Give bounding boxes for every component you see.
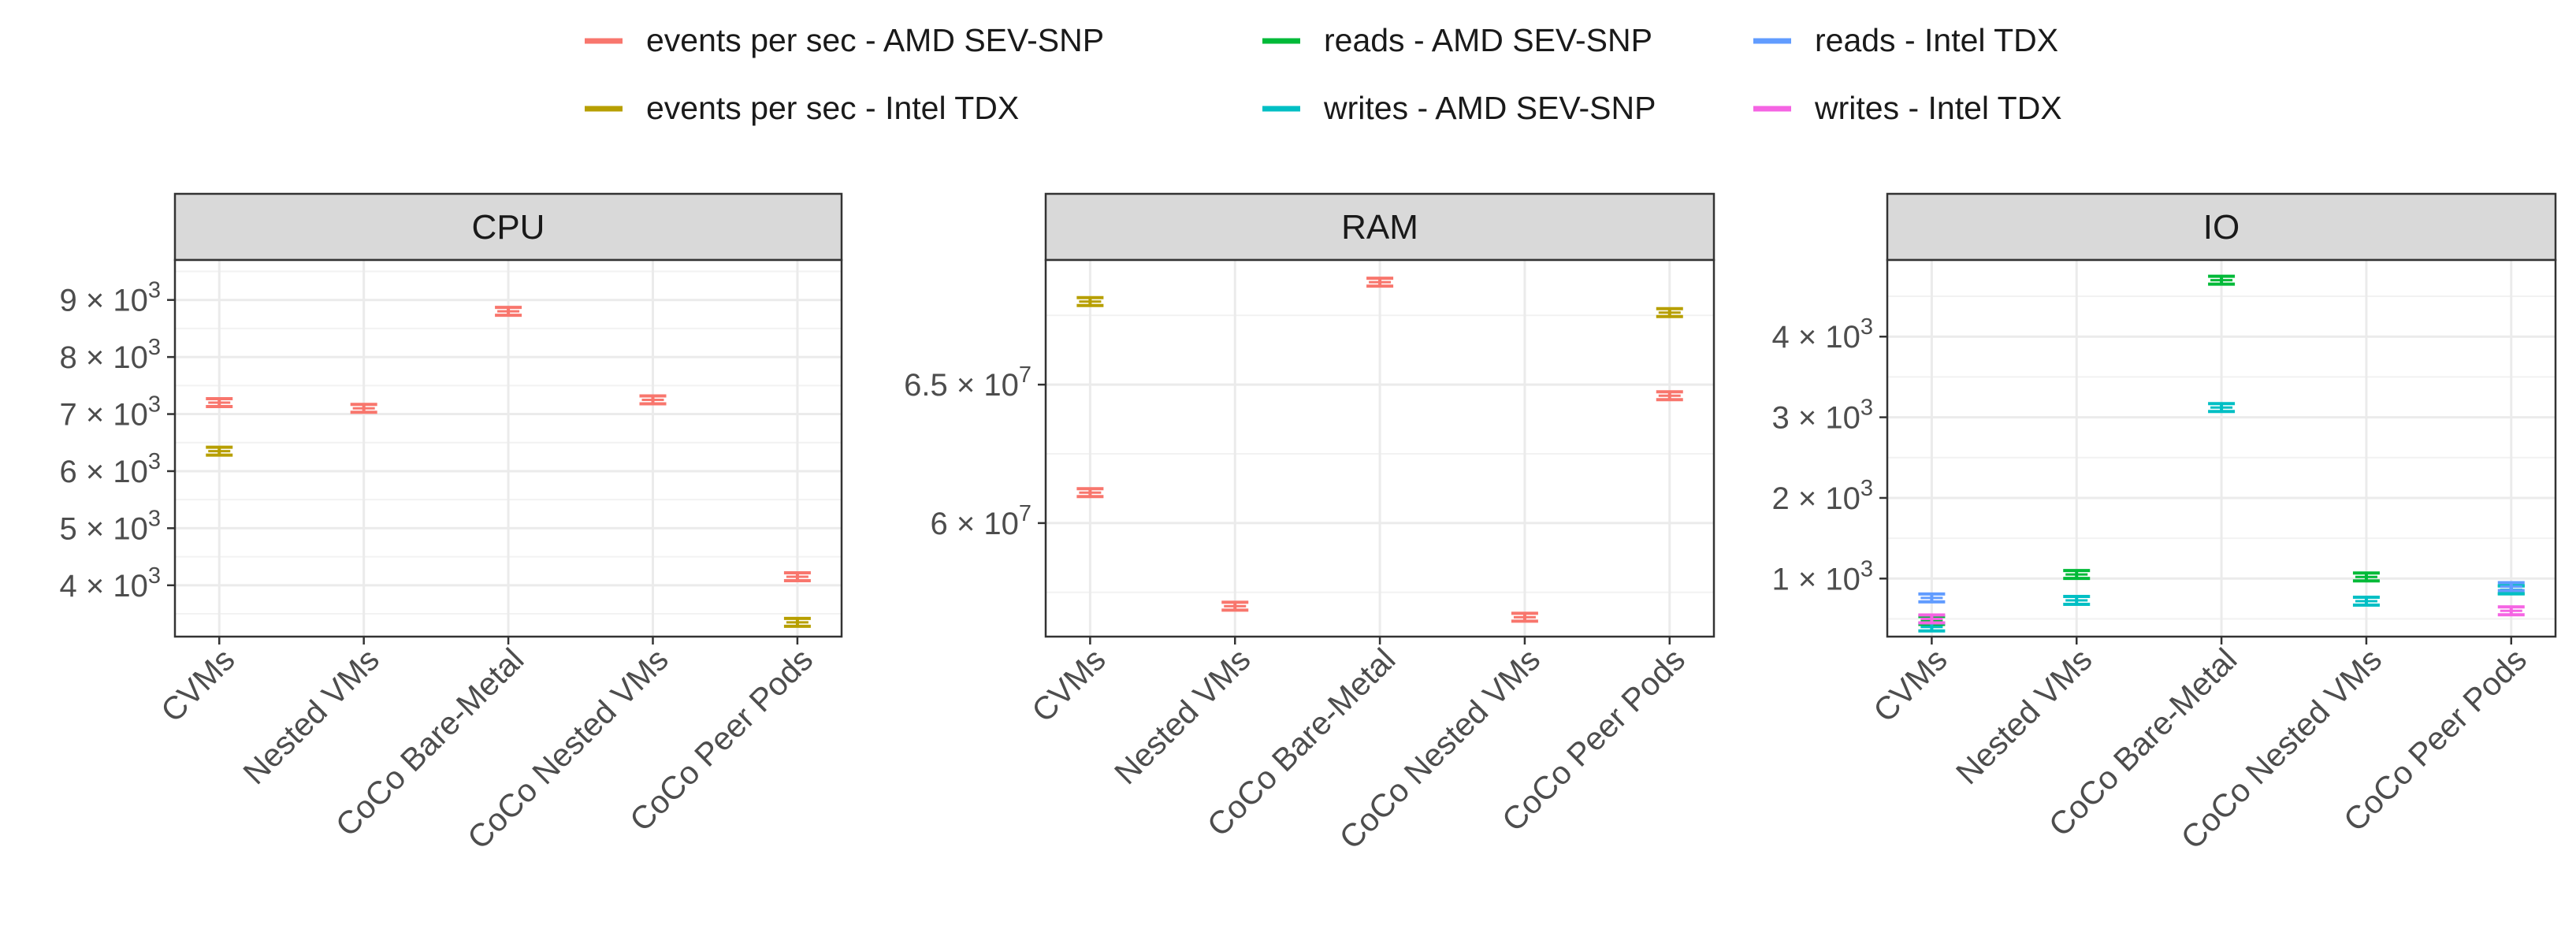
data-point	[2063, 594, 2091, 606]
legend-item: reads - Intel TDX	[1753, 22, 2058, 58]
y-tick-label: 3 × 103	[1772, 396, 1873, 436]
data-point	[2208, 274, 2236, 286]
data-point	[1076, 487, 1104, 499]
data-point	[783, 616, 811, 628]
legend-label: reads - AMD SEV-SNP	[1324, 22, 1652, 58]
data-point	[1366, 277, 1394, 288]
data-point	[206, 397, 233, 409]
legend-item: reads - AMD SEV-SNP	[1262, 22, 1652, 58]
y-tick-label: 2 × 103	[1772, 476, 1873, 516]
data-point	[1656, 390, 1683, 402]
y-tick-label: 7 × 103	[60, 392, 161, 433]
legend-item: writes - AMD SEV-SNP	[1262, 90, 1656, 126]
legend-label: events per sec - Intel TDX	[646, 90, 1019, 126]
data-point	[2352, 571, 2380, 583]
data-point	[783, 570, 811, 582]
facet-title: CPU	[472, 208, 545, 247]
data-point	[1918, 613, 1946, 625]
legend-item: events per sec - Intel TDX	[585, 90, 1019, 126]
data-point	[2352, 595, 2380, 607]
data-point	[206, 445, 233, 457]
legend-label: reads - Intel TDX	[1815, 22, 2058, 58]
y-tick-label: 6 × 107	[931, 501, 1032, 541]
panel-border	[173, 258, 843, 638]
y-tick-label: 9 × 103	[60, 278, 161, 318]
data-point	[2497, 581, 2525, 593]
data-point	[1076, 295, 1104, 307]
legend-label: writes - Intel TDX	[1814, 90, 2062, 126]
legend-item: writes - Intel TDX	[1753, 90, 2062, 126]
data-point	[2063, 569, 2091, 581]
y-tick-label: 4 × 103	[1772, 314, 1873, 355]
data-point	[1221, 600, 1249, 612]
data-point	[2497, 605, 2525, 617]
panel-border	[1886, 258, 2557, 638]
data-point	[1511, 611, 1538, 623]
facet-strip	[1886, 192, 2557, 262]
data-point	[495, 306, 522, 318]
legend-label: events per sec - AMD SEV-SNP	[646, 22, 1104, 58]
y-tick-label: 6.5 × 107	[904, 362, 1032, 403]
data-point	[350, 403, 377, 414]
facet-title: IO	[2203, 208, 2240, 247]
y-tick-label: 6 × 103	[60, 449, 161, 489]
data-point	[1918, 592, 1946, 604]
y-tick-label: 4 × 103	[60, 563, 161, 604]
y-tick-label: 1 × 103	[1772, 556, 1873, 596]
facet-strip	[1044, 192, 1715, 262]
facet-title: RAM	[1341, 208, 1418, 247]
data-point	[639, 394, 667, 406]
y-tick-label: 8 × 103	[60, 335, 161, 375]
y-tick-label: 5 × 103	[60, 506, 161, 546]
facet-strip	[173, 192, 843, 262]
panel-border	[1044, 258, 1715, 638]
data-point	[1656, 306, 1683, 318]
legend: events per sec - AMD SEV-SNP reads - AMD …	[585, 22, 2062, 126]
data-point	[2208, 402, 2236, 414]
legend-label: writes - AMD SEV-SNP	[1323, 90, 1656, 126]
legend-item: events per sec - AMD SEV-SNP	[585, 22, 1104, 58]
